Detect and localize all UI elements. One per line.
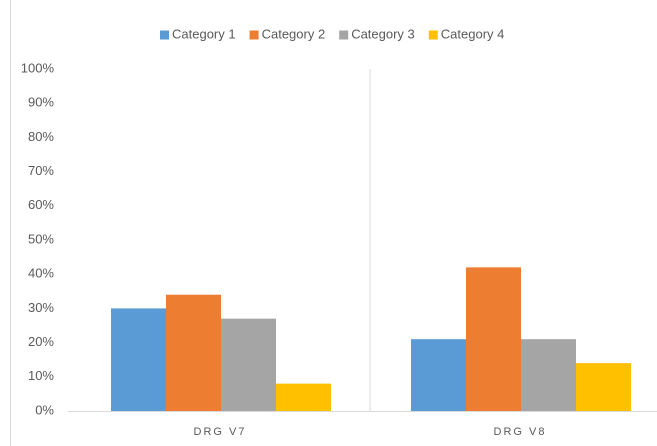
legend-label: Category 1	[172, 26, 236, 41]
bar	[411, 339, 466, 411]
bar	[521, 339, 576, 411]
y-tick-label: 30%	[28, 300, 54, 315]
y-tick-label: 60%	[28, 197, 54, 212]
y-tick-label: 100%	[21, 60, 55, 75]
y-tick-label: 0%	[35, 402, 54, 417]
bar	[221, 318, 276, 411]
x-tick-label: DRG V7	[194, 426, 247, 438]
bar	[111, 308, 166, 411]
legend-swatch	[428, 30, 438, 40]
bar	[576, 363, 631, 411]
y-tick-label: 40%	[28, 266, 54, 281]
y-tick-label: 70%	[28, 163, 54, 178]
bar	[166, 294, 221, 411]
legend-swatch	[160, 30, 169, 40]
legend-label: Category 3	[351, 26, 415, 41]
bar	[276, 383, 331, 411]
bar	[466, 267, 521, 411]
y-tick-label: 10%	[28, 368, 54, 383]
x-tick-label: DRG V8	[494, 426, 547, 438]
legend-label: Category 2	[262, 26, 326, 41]
y-tick-label: 90%	[28, 95, 54, 110]
legend-swatch	[339, 30, 349, 40]
y-tick-label: 50%	[28, 231, 54, 246]
legend-swatch	[249, 30, 259, 40]
y-tick-label: 20%	[28, 334, 54, 349]
legend-label: Category 4	[441, 26, 505, 41]
y-tick-label: 80%	[28, 129, 54, 144]
